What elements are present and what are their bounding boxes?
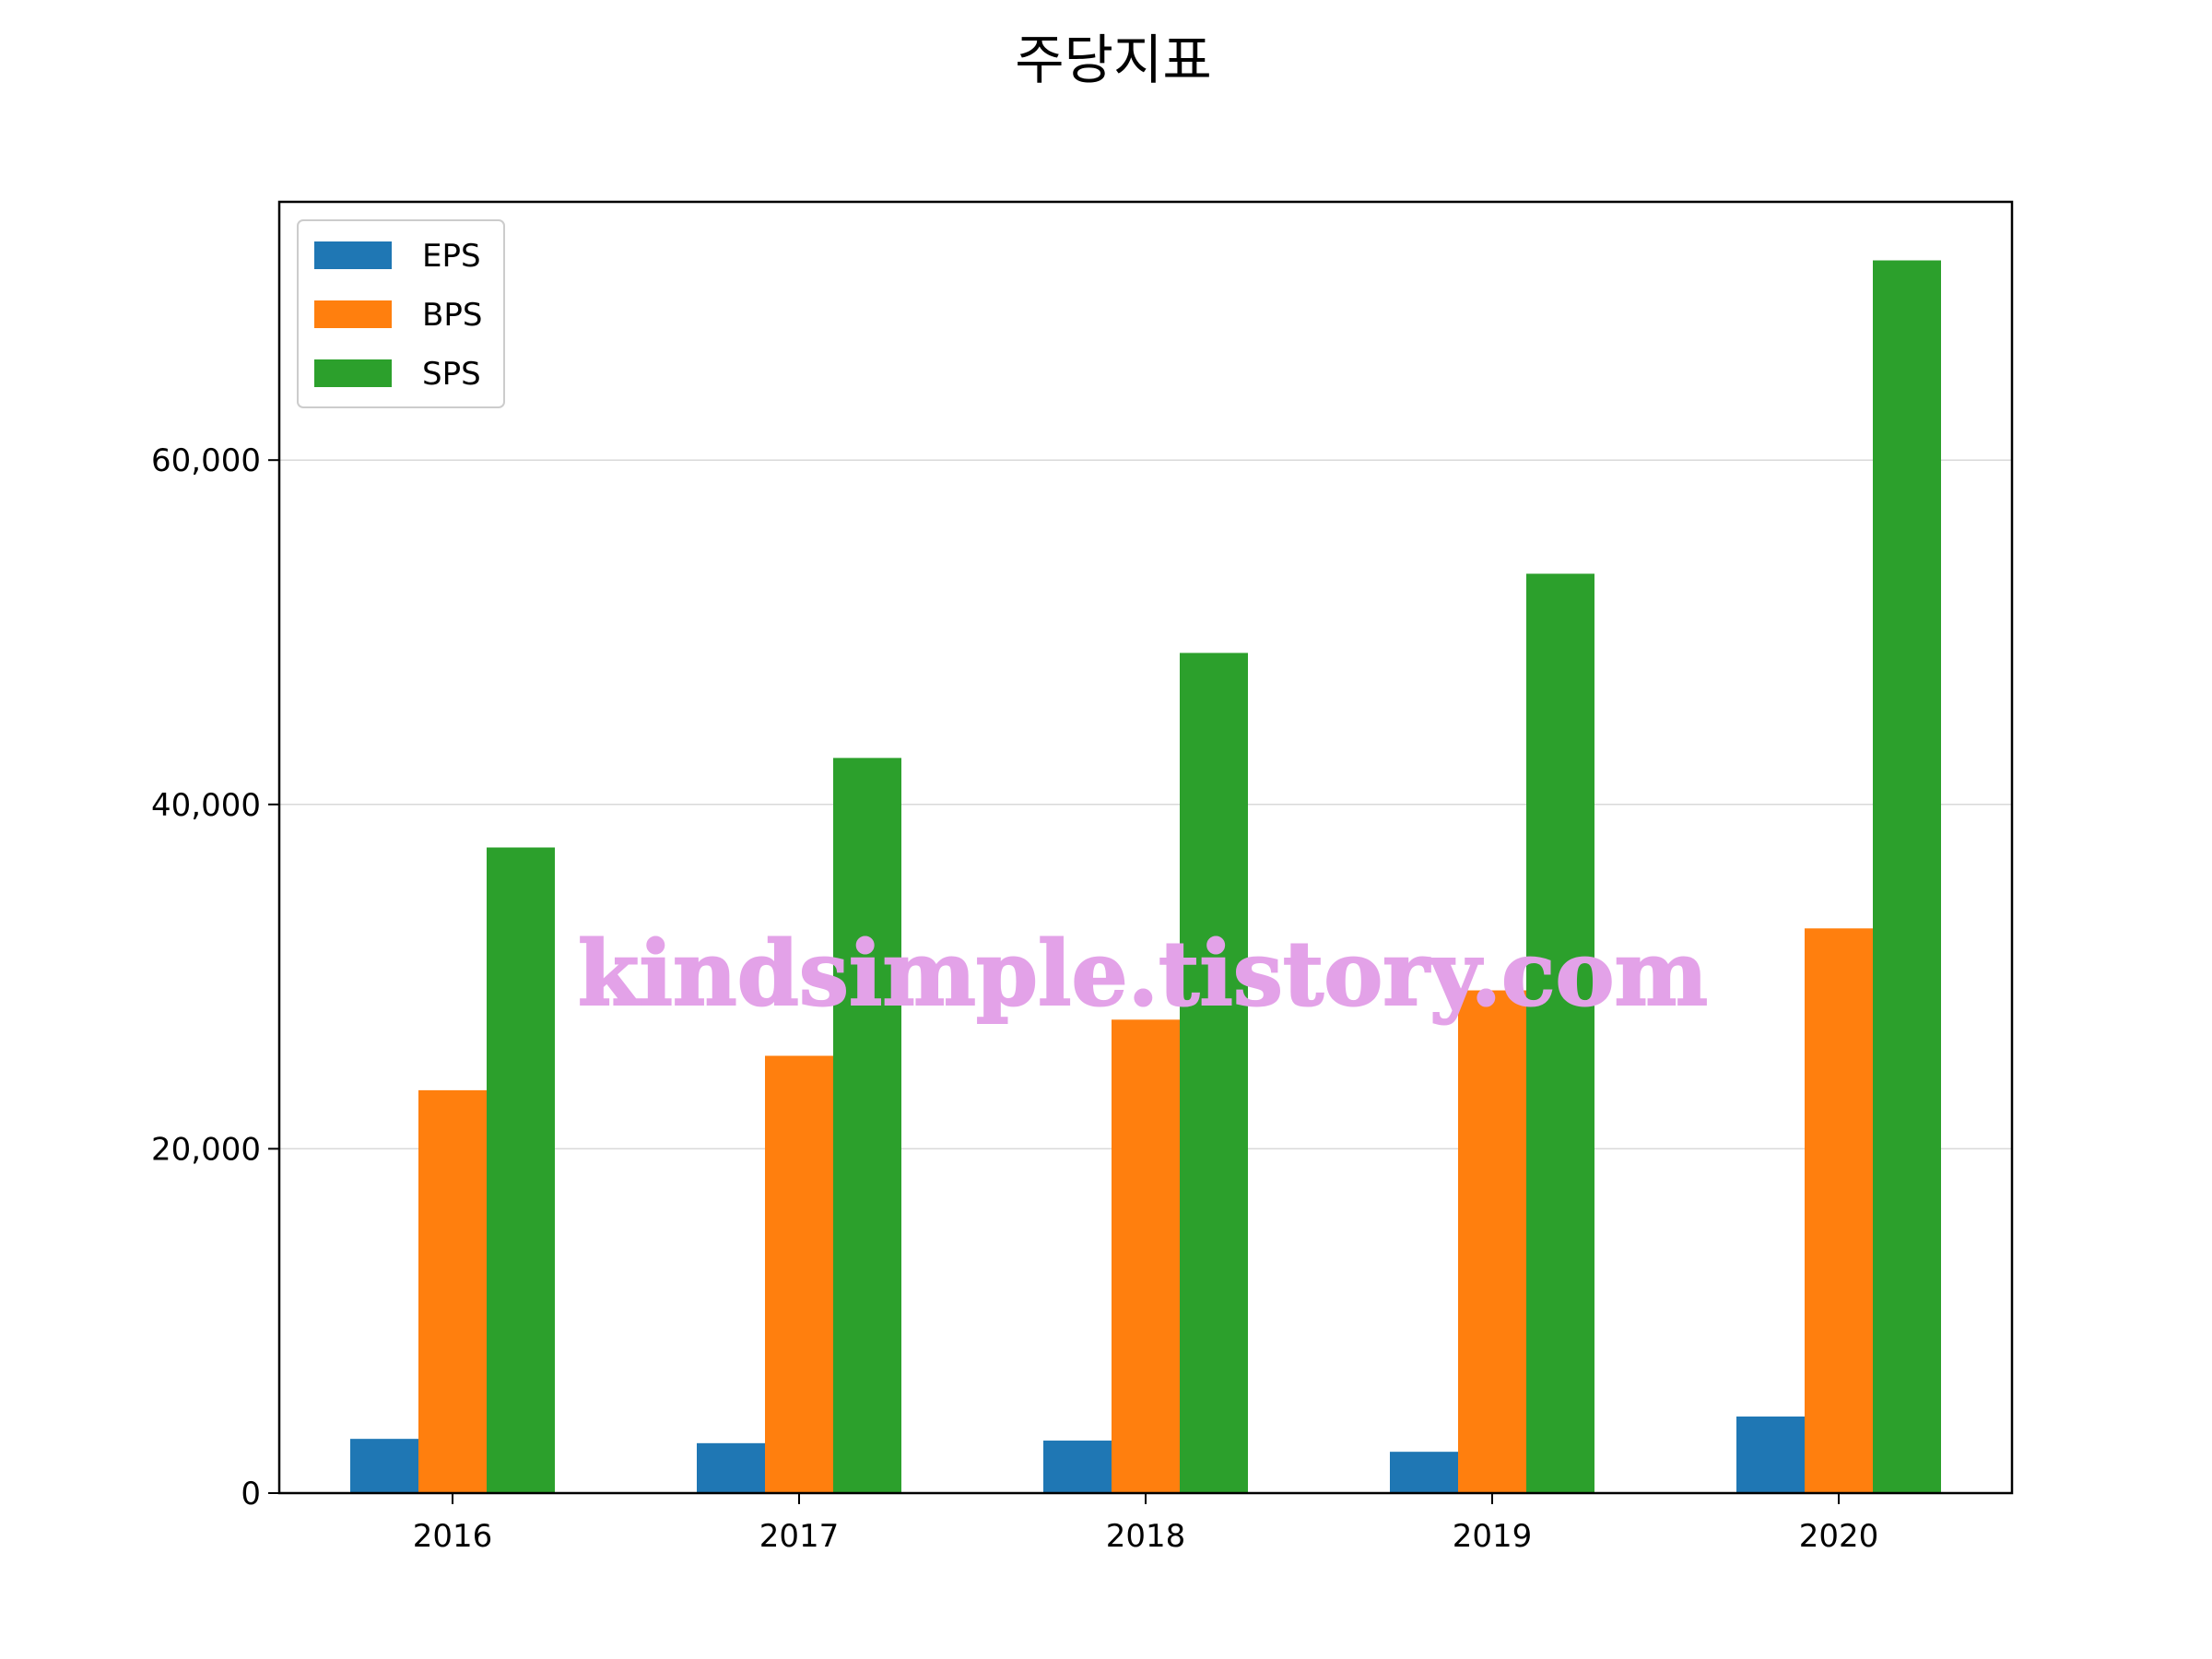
bar-bps-2020 [1805,928,1873,1493]
y-tick-label: 40,000 [151,787,261,824]
legend: EPS BPS SPS [297,219,505,408]
bar-sps-2016 [487,847,555,1493]
chart-title: 주당지표 [1015,29,1211,91]
bar-eps-2019 [1390,1452,1458,1493]
legend-swatch-eps [314,241,392,269]
legend-label-sps: SPS [422,356,481,393]
bar-bps-2019 [1458,990,1526,1493]
bar-sps-2018 [1180,653,1248,1493]
bar-sps-2019 [1526,573,1594,1493]
bar-eps-2016 [350,1439,418,1493]
bar-eps-2017 [697,1442,765,1493]
bar-sps-2017 [833,758,901,1493]
bar-bps-2018 [1112,1019,1180,1493]
y-tick-label: 0 [241,1476,261,1512]
x-axis: 2016 2017 2018 2019 2020 [413,1493,1879,1555]
x-tick-label: 2018 [1106,1518,1186,1555]
x-tick-label: 2016 [413,1518,493,1555]
x-tick-label: 2017 [759,1518,840,1555]
bar-bps-2016 [418,1089,487,1493]
bar-bps-2017 [765,1055,833,1493]
y-axis: 0 20,000 40,000 60,000 [151,442,279,1512]
legend-label-eps: EPS [422,238,481,275]
x-tick-label: 2019 [1453,1518,1533,1555]
bars [350,260,1941,1494]
y-tick-label: 20,000 [151,1131,261,1168]
bar-eps-2020 [1736,1416,1805,1493]
watermark: kindsimple.tistory.com [578,922,1708,1026]
bar-sps-2020 [1873,260,1941,1494]
legend-swatch-bps [314,300,392,328]
x-tick-label: 2020 [1799,1518,1879,1555]
bar-eps-2018 [1043,1441,1112,1493]
y-tick-label: 60,000 [151,442,261,479]
legend-label-bps: BPS [422,297,482,334]
legend-swatch-sps [314,359,392,387]
